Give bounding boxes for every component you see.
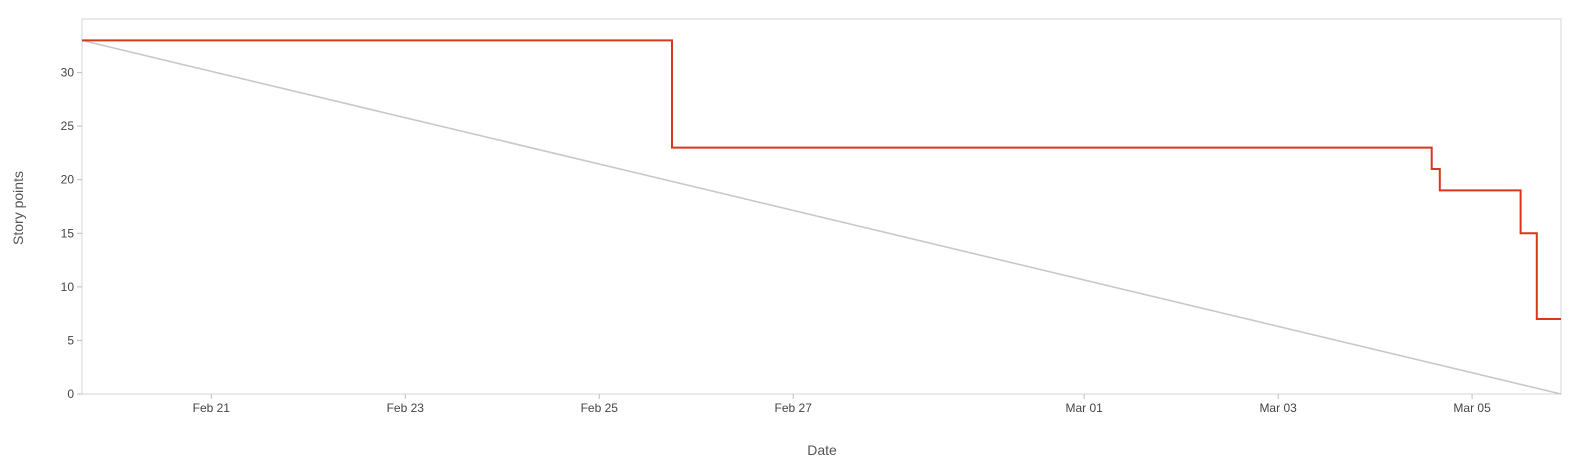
y-axis: 0 5 10 15 20 25 30 xyxy=(61,66,82,401)
y-tick-label: 10 xyxy=(61,280,75,294)
x-tick-label: Feb 25 xyxy=(581,401,619,415)
x-axis: Feb 21 Feb 23 Feb 25 Feb 27 Mar 01 Mar 03 Mar … xyxy=(193,394,1491,415)
x-axis-title: Date xyxy=(807,442,837,458)
y-tick-label: 30 xyxy=(61,66,75,80)
x-tick-label: Feb 23 xyxy=(387,401,425,415)
ideal-trend-line xyxy=(81,39,1562,395)
x-tick-label: Feb 21 xyxy=(193,401,231,415)
y-tick-label: 25 xyxy=(61,119,75,133)
y-axis-title: Story points xyxy=(10,171,26,245)
series-layer xyxy=(81,39,1562,395)
x-tick-label: Mar 03 xyxy=(1259,401,1297,415)
remaining-work-step-line xyxy=(82,39,1561,320)
x-tick-label: Mar 01 xyxy=(1065,401,1103,415)
y-tick-label: 5 xyxy=(67,333,74,347)
x-tick-label: Mar 05 xyxy=(1453,401,1491,415)
plot-area-frame xyxy=(81,18,1562,395)
x-tick-label: Feb 27 xyxy=(775,401,813,415)
y-tick-label: 20 xyxy=(61,173,75,187)
y-tick-label: 0 xyxy=(67,387,74,401)
y-tick-label: 15 xyxy=(61,226,75,240)
